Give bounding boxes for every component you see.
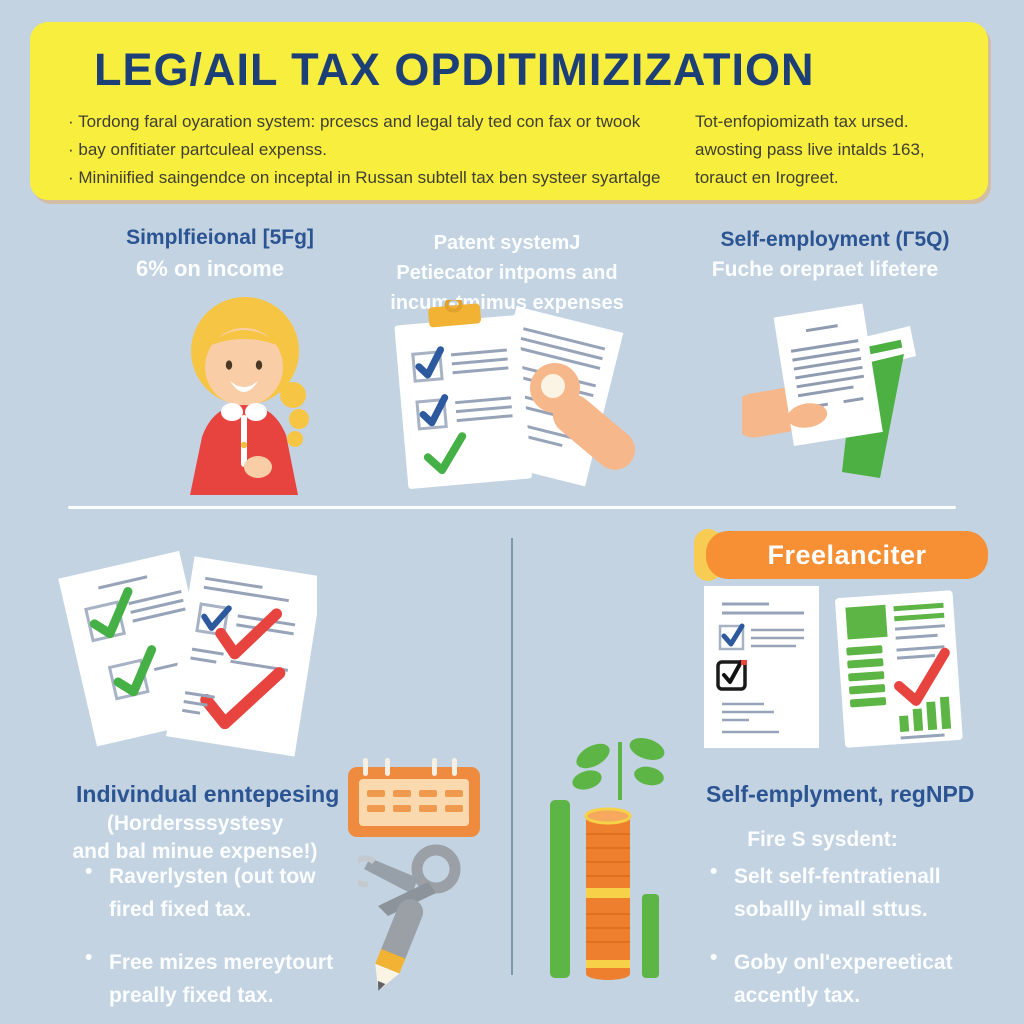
list-item: • Raverlysten (out tow fired fixed tax. bbox=[85, 860, 333, 926]
freelancer-ribbon: Freelanciter bbox=[694, 529, 988, 581]
column-patent-line1: Patent systemJ bbox=[433, 232, 581, 254]
bottom-left-subline2: and bal minue expense!) bbox=[72, 840, 318, 863]
hand-magnifier bbox=[530, 363, 635, 470]
column-simplified-subtitle: 6% on income bbox=[136, 256, 284, 281]
hand-holding-document-icon bbox=[732, 300, 957, 501]
clipboard-checklist-with-hand-icon bbox=[383, 296, 638, 501]
clipboard bbox=[394, 296, 532, 489]
ribbon-label: Freelanciter bbox=[706, 531, 988, 579]
bullet-line: soballly imall sttus. bbox=[734, 898, 928, 921]
horizontal-divider bbox=[68, 506, 956, 509]
header-bullet: · Mininiified saingendce on inceptal in … bbox=[68, 168, 661, 187]
red-check-document bbox=[166, 556, 323, 757]
bottom-left-subline1: (Hordersssystesy bbox=[106, 812, 284, 835]
bullet-line: Selt self-fentratienall bbox=[734, 865, 941, 888]
bullet-line: fired fixed tax. bbox=[109, 898, 252, 921]
column-patent-text: Patent systemJ Petiecator intpoms and in… bbox=[362, 228, 652, 318]
vertical-divider bbox=[511, 538, 513, 975]
header-bullet: · Tordong faral oyaration system: prcesc… bbox=[68, 112, 641, 131]
freelancer-checkbox-document-icon bbox=[704, 586, 819, 753]
header-note-list: Tot-enfopiomizath tax ursed. awosting pa… bbox=[695, 108, 980, 192]
column-patent-line2: Petiecator intpoms and bbox=[396, 262, 618, 284]
bullet-marker: • bbox=[710, 860, 718, 883]
bullet-line: Free mizes mereytourt bbox=[109, 951, 334, 974]
bottom-left-bullets: • Raverlysten (out tow fired fixed tax. … bbox=[85, 860, 333, 1024]
woman-in-red-dress-icon bbox=[140, 295, 350, 500]
bullet-marker: • bbox=[85, 860, 93, 883]
bullet-line: Goby onl'expereeticat bbox=[734, 951, 953, 974]
bottom-right-subline: Fire S sysdent: bbox=[747, 828, 898, 851]
header-bullet-list: · Tordong faral oyaration system: prcesc… bbox=[68, 108, 698, 192]
freelancer-report-document-icon bbox=[835, 590, 964, 753]
column-simplified-title: Simplfieional [5Fg] bbox=[126, 226, 314, 249]
header-note: torauct en Irogreet. bbox=[695, 168, 839, 187]
calendar-icon bbox=[348, 758, 480, 847]
page-title: LEG/AIL TAX OPDITIMIZIZATION bbox=[94, 44, 815, 95]
checked-documents-icon bbox=[52, 533, 323, 780]
bottom-right-heading: Self-emplyment, regNPD bbox=[706, 781, 975, 807]
list-item: • Selt self-fentratienall soballly imall… bbox=[710, 860, 953, 926]
bullet-marker: • bbox=[710, 946, 718, 969]
scissors-pencil-icon bbox=[348, 842, 476, 1005]
bullet-line: accently tax. bbox=[734, 984, 861, 1007]
bullet-line: Raverlysten (out tow bbox=[109, 865, 316, 888]
header-note: awosting pass live intalds 163, bbox=[695, 140, 925, 159]
front-document bbox=[773, 303, 883, 446]
list-item: • Free mizes mereytourt preally fixed ta… bbox=[85, 946, 333, 1012]
bullet-line: preally fixed tax. bbox=[109, 984, 274, 1007]
plant-coins-bar-chart-icon bbox=[530, 736, 675, 987]
column-selfemployment-subtitle: Fuche orepraet lifetere bbox=[711, 258, 939, 281]
header-bullet: · bay onfitiater partculeal expenss. bbox=[68, 140, 327, 159]
column-selfemployment-title: Self-employment (Г5Q) bbox=[720, 228, 950, 251]
bottom-right-bullets: • Selt self-fentratienall soballly imall… bbox=[710, 860, 953, 1024]
header-note: Tot-enfopiomizath tax ursed. bbox=[695, 112, 909, 131]
bottom-left-heading: Indivindual enntepesing bbox=[76, 781, 340, 807]
header-banner: LEG/AIL TAX OPDITIMIZIZATION · Tordong f… bbox=[30, 22, 988, 200]
bullet-marker: • bbox=[85, 946, 93, 969]
list-item: • Goby onl'expereeticat accently tax. bbox=[710, 946, 953, 1012]
